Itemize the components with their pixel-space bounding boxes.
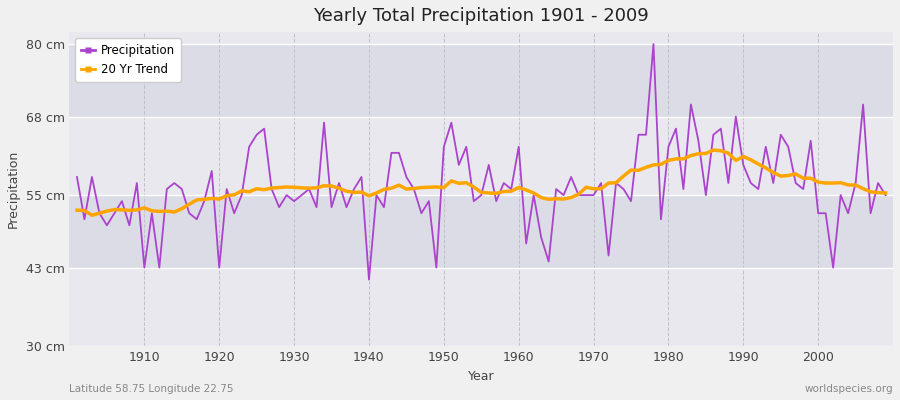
Legend: Precipitation, 20 Yr Trend: Precipitation, 20 Yr Trend bbox=[76, 38, 182, 82]
Title: Yearly Total Precipitation 1901 - 2009: Yearly Total Precipitation 1901 - 2009 bbox=[313, 7, 649, 25]
Text: Latitude 58.75 Longitude 22.75: Latitude 58.75 Longitude 22.75 bbox=[69, 384, 234, 394]
Bar bbox=[69, 195, 893, 268]
Bar bbox=[69, 268, 893, 346]
Bar bbox=[69, 117, 893, 195]
Text: worldspecies.org: worldspecies.org bbox=[805, 384, 893, 394]
Bar bbox=[69, 44, 893, 117]
X-axis label: Year: Year bbox=[468, 370, 495, 382]
Y-axis label: Precipitation: Precipitation bbox=[7, 150, 20, 228]
